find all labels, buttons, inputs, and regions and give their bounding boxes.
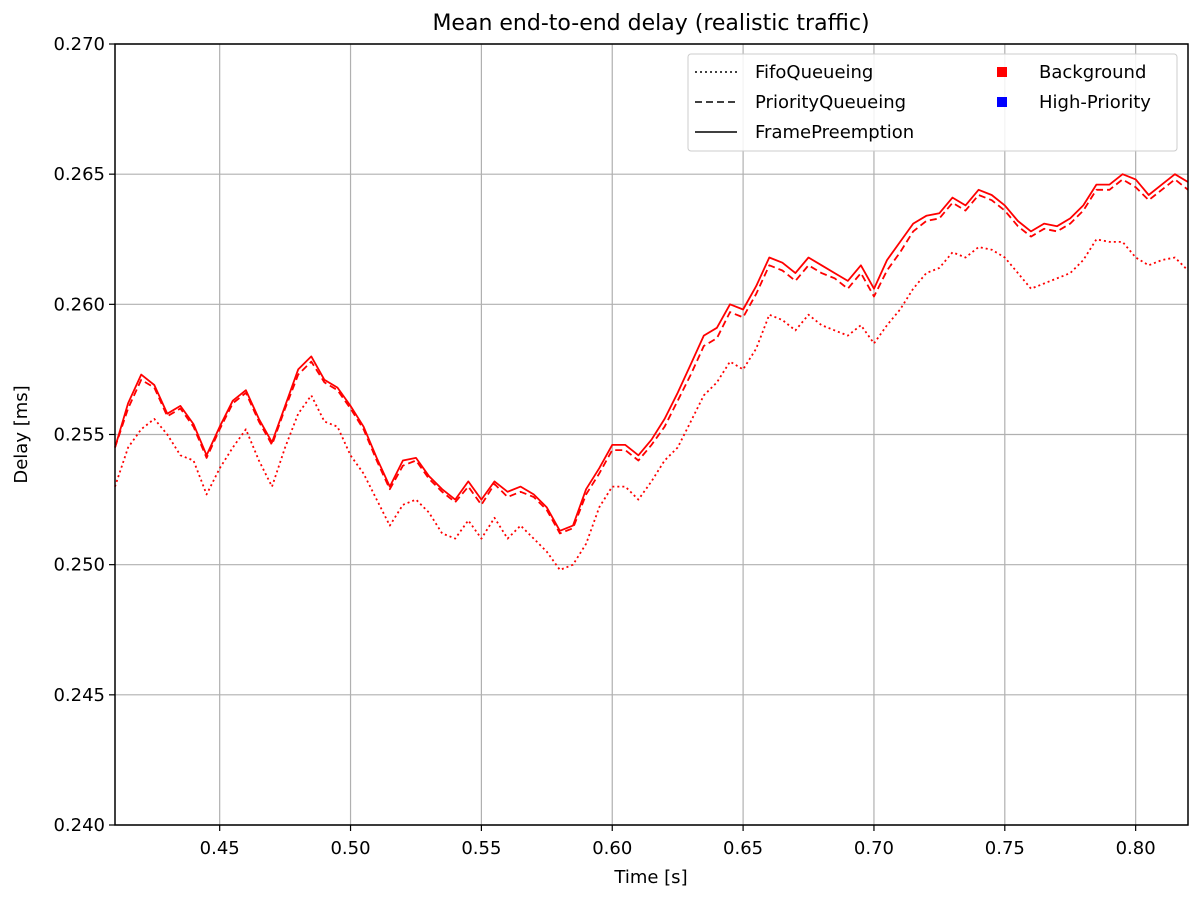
x-tick-label: 0.50 <box>330 838 370 859</box>
x-tick-label: 0.65 <box>723 838 763 859</box>
y-tick-label: 0.260 <box>53 294 105 315</box>
chart-title: Mean end-to-end delay (realistic traffic… <box>432 11 869 36</box>
legend-label: PriorityQueueing <box>755 92 906 113</box>
x-tick-label: 0.75 <box>985 838 1025 859</box>
legend-marker <box>997 67 1007 77</box>
series-line-priorityqueueing <box>114 178 1189 535</box>
legend: FifoQueueing PriorityQueueing FramePreempt… <box>687 53 1178 152</box>
series-line-framepreemption <box>114 173 1189 532</box>
y-axis: 0.240 0.245 0.250 0.255 0.260 0.265 0.270 <box>53 34 115 836</box>
y-tick-label: 0.240 <box>53 815 105 836</box>
y-axis-label: Delay [ms] <box>11 385 32 483</box>
legend-label: High-Priority <box>1039 92 1151 113</box>
y-tick-label: 0.270 <box>53 34 105 55</box>
legend-marker <box>997 97 1007 107</box>
legend-label: FramePreemption <box>755 122 914 143</box>
grid <box>115 43 1188 826</box>
x-tick-label: 0.45 <box>200 838 240 859</box>
legend-label: Background <box>1039 62 1146 83</box>
legend-box <box>687 53 1178 152</box>
x-axis: 0.45 0.50 0.55 0.60 0.65 0.70 0.75 0.80 <box>200 825 1156 859</box>
y-tick-label: 0.255 <box>53 425 105 446</box>
y-tick-label: 0.265 <box>53 164 105 185</box>
x-axis-label: Time [s] <box>613 867 687 888</box>
series-line-fifoqueueing <box>114 238 1189 571</box>
series-layer <box>114 173 1189 571</box>
x-tick-label: 0.70 <box>854 838 894 859</box>
x-tick-label: 0.60 <box>592 838 632 859</box>
x-tick-label: 0.55 <box>461 838 501 859</box>
x-tick-label: 0.80 <box>1116 838 1156 859</box>
y-tick-label: 0.250 <box>53 555 105 576</box>
y-tick-label: 0.245 <box>53 685 105 706</box>
legend-label: FifoQueueing <box>755 62 873 83</box>
